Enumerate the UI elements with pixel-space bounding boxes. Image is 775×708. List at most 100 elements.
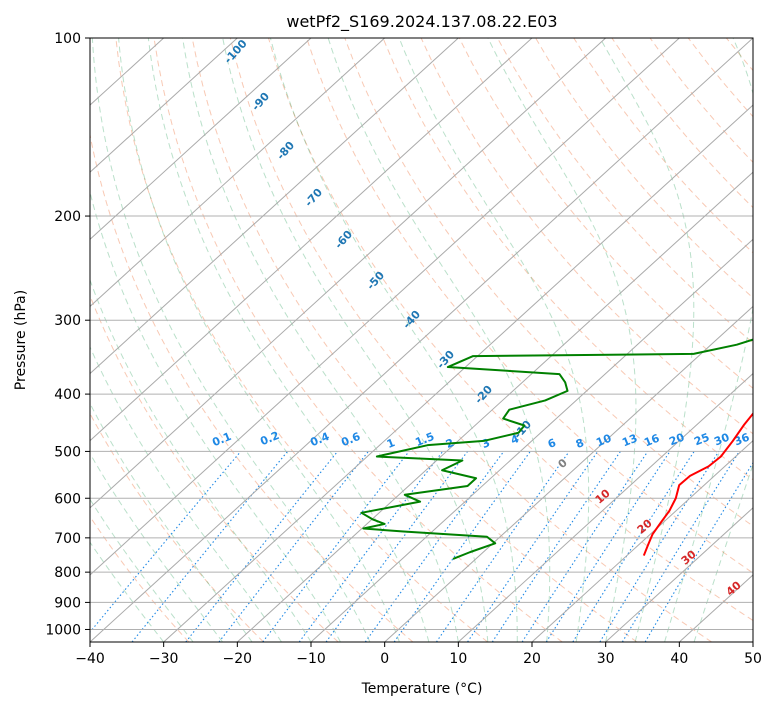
dry-adiabat-line (344, 38, 753, 527)
mixing-ratio-line (435, 451, 570, 642)
mixing-ratio-line (364, 451, 505, 642)
mixing-ratio-line (621, 451, 740, 642)
mixing-ratio-label: 16 (642, 432, 661, 450)
mixing-ratio-label: 20 (667, 431, 686, 449)
moist-adiabat-line (398, 38, 590, 642)
mixing-ratio-line (262, 451, 410, 642)
dry-adiabat-line (90, 515, 190, 642)
moist-adiabat-line (90, 541, 165, 642)
moist-adiabat-line (599, 38, 695, 642)
plot-area: -100-90-80-70-60-50-40-30-20-100.1 0.2 0.4… (89, 37, 775, 643)
dry-adiabat-line (115, 38, 488, 642)
y-tick-label: 1000 (45, 622, 81, 638)
mixing-ratio-line (185, 451, 338, 642)
x-tick-label: 40 (670, 651, 688, 667)
isotherm-line (90, 38, 459, 375)
mixing-ratio-label: 3 (480, 436, 492, 451)
moist-adiabat-label: 0 (556, 456, 570, 471)
mixing-ratio-line (491, 451, 621, 642)
mixing-ratio-label: 8 (574, 436, 586, 451)
x-axis: −40 −30 −20 −10 0 10 20 30 40 50 (75, 642, 762, 667)
mixing-ratio-line (325, 451, 468, 642)
mixing-ratio-line (90, 451, 242, 633)
y-tick-label: 800 (54, 565, 81, 581)
isotherm-line (236, 171, 753, 642)
moist-adiabat-label: 30 (679, 547, 699, 567)
x-tick-label: −20 (223, 651, 253, 667)
moist-adiabat-line (147, 38, 430, 642)
y-tick-label: 600 (54, 491, 81, 507)
dry-adiabat-line (90, 412, 264, 642)
y-tick-label: 900 (54, 595, 81, 611)
moist-adiabat-line (90, 402, 253, 642)
mixing-ratio-line (218, 451, 369, 642)
moist-adiabat-label: 40 (724, 578, 744, 598)
moist-adiabat-line (222, 38, 489, 642)
moist-adiabat-line (91, 38, 371, 642)
y-tick-label: 300 (54, 313, 81, 329)
mixing-ratio-label: 30 (712, 431, 731, 449)
isotherm-line (310, 238, 753, 642)
x-tick-label: 30 (597, 651, 615, 667)
moist-adiabat-line (487, 38, 637, 642)
mixing-ratio-label: 13 (620, 432, 639, 450)
dewpoint-line (360, 338, 753, 560)
dry-adiabat-label: -50 (364, 269, 387, 293)
moist-adiabat-line (90, 278, 312, 642)
isotherm-line (90, 38, 386, 308)
moist-adiabat-line (693, 463, 753, 642)
mixing-ratio-label: 36 (732, 431, 751, 449)
y-tick-label: 400 (54, 387, 81, 403)
x-tick-label: 50 (744, 651, 762, 667)
plot-clip-group: -100-90-80-70-60-50-40-30-20-100.1 0.2 0.4… (90, 38, 775, 642)
dry-adiabat-label: -20 (472, 383, 495, 407)
x-tick-label: 0 (380, 651, 389, 667)
isotherm-line (90, 38, 607, 509)
dry-adiabat-line (765, 38, 775, 642)
y-tick-label: 700 (54, 531, 81, 547)
mixing-ratio-line (131, 451, 289, 642)
isotherm-line (90, 38, 238, 173)
x-tick-label: −40 (75, 651, 105, 667)
mixing-ratio-label: 1 (385, 436, 397, 451)
moist-adiabat-line (90, 190, 341, 642)
dry-adiabat-line (306, 38, 753, 574)
mixing-ratio-label: 0.1 (210, 430, 233, 449)
mixing-ratio-line (572, 451, 695, 642)
y-tick-label: 500 (54, 444, 81, 460)
mixing-ratio-label: 25 (692, 431, 711, 449)
x-tick-label: −10 (296, 651, 326, 667)
plot-frame (89, 37, 754, 643)
mixing-ratio-line (599, 451, 720, 642)
isotherm-line (90, 38, 753, 642)
mixing-ratio-label: 0.2 (258, 429, 281, 448)
chart-title: wetPf2_S169.2024.137.08.22.E03 (286, 12, 557, 32)
moist-adiabat-line (118, 38, 400, 642)
isotherm-line (90, 38, 533, 442)
mixing-ratio-line (545, 451, 671, 642)
moist-adiabat-line (664, 38, 753, 642)
moist-adiabat-line (90, 452, 224, 642)
dry-adiabat-line (649, 38, 753, 163)
dry-adiabat-line (153, 38, 563, 642)
mixing-ratio-label: 0.4 (308, 430, 331, 449)
moist-adiabat-line (90, 498, 194, 642)
mixing-ratio-line (521, 451, 649, 642)
dry-adiabat-line (573, 38, 753, 254)
mixing-ratio-label: 6 (546, 436, 558, 451)
x-tick-label: −30 (149, 651, 179, 667)
moist-adiabat-line (269, 38, 518, 642)
dry-adiabat-label: -70 (302, 186, 325, 210)
y-tick-label: 100 (54, 31, 81, 47)
isotherm-line (752, 641, 753, 642)
isotherm-line (457, 372, 753, 642)
dry-adiabat-line (497, 38, 753, 344)
isotherm-line (384, 305, 753, 642)
dry-adiabat-line (268, 38, 753, 622)
x-tick-label: 20 (523, 651, 541, 667)
dry-adiabat-line (90, 132, 414, 642)
dry-adiabat-line (535, 38, 753, 299)
isotherm-line (163, 104, 753, 642)
y-tick-label: 200 (54, 209, 81, 225)
